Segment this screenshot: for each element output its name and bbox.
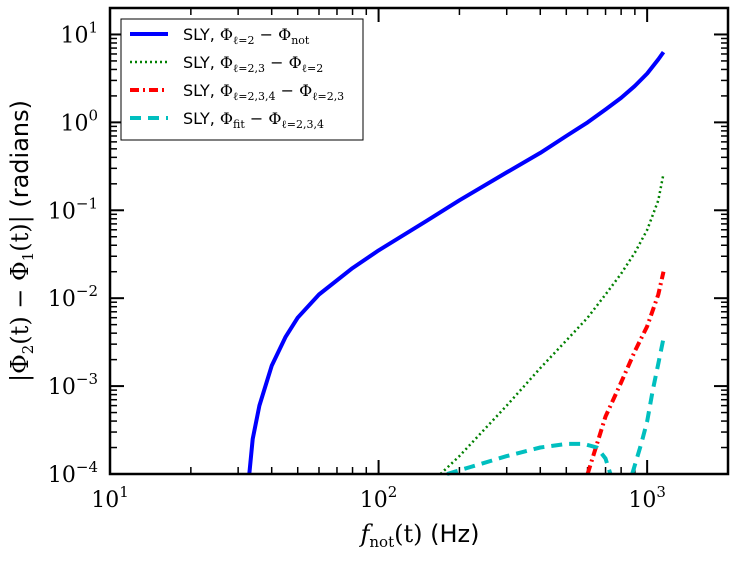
legend-entry-0: SLY, Φℓ=2 − Φnot (183, 25, 310, 47)
x-axis-title: fnot(t) (Hz) (359, 520, 480, 551)
x-tick-label: 102 (360, 483, 398, 513)
series-line-2 (585, 271, 666, 475)
y-tick-label: 10−1 (48, 194, 98, 224)
series-line-3 (446, 441, 613, 476)
y-tick-label-exp: 0 (88, 106, 98, 124)
legend-entry-minus: − (276, 81, 300, 100)
x-tick-labels: 101 102 103 (91, 483, 666, 513)
y-tick-label: 101 (60, 18, 98, 48)
x-tick-label: 101 (91, 483, 129, 513)
y-axis-title-sub1: 2 (19, 345, 37, 355)
legend-entry-phi2: Φ (289, 53, 302, 72)
y-axis-title-c: (t)| (6, 215, 35, 251)
series-lines (247, 50, 666, 476)
legend-entry-3: SLY, Φfit − Φℓ=2,3,4 (183, 109, 324, 131)
legend-entry-phi2: Φ (268, 109, 281, 128)
y-tick-label-exp: −1 (76, 194, 98, 212)
legend-entry-sub2: ℓ=2 (302, 62, 323, 75)
legend-entry-phi2: Φ (278, 25, 291, 44)
legend-entry-phi2: Φ (299, 81, 312, 100)
y-tick-label-base: 10 (48, 287, 76, 312)
y-tick-label-exp: −4 (76, 458, 98, 476)
y-tick-label-exp: 1 (88, 18, 98, 36)
legend-box (120, 18, 364, 141)
y-tick-label-base: 10 (48, 199, 76, 224)
legend-entry-minus: − (255, 25, 279, 44)
x-tick-label-base: 10 (628, 488, 656, 513)
series-line-1 (439, 173, 665, 475)
x-axis-title-unit: (Hz) (423, 520, 480, 548)
x-tick-label-base: 10 (360, 488, 388, 513)
legend-entry-sub2: ℓ=2,3,4 (281, 118, 323, 131)
y-tick-label: 100 (60, 106, 98, 136)
legend-swatches (130, 32, 168, 120)
x-axis-title-sub: not (369, 533, 394, 551)
legend-entry-prefix: SLY, (183, 109, 220, 128)
legend-entry-sub: ℓ=2 (233, 34, 254, 47)
y-axis-title-b: (t) − Φ (6, 261, 34, 344)
x-tick-label-base: 10 (91, 488, 119, 513)
legend-entry-prefix: SLY, (183, 25, 220, 44)
y-tick-label-base: 10 (60, 23, 88, 48)
series-line-3 (630, 337, 666, 475)
y-axis-title: |Φ2(t) − Φ1(t)| (radians) (6, 100, 37, 382)
legend-entry-prefix: SLY, (183, 53, 220, 72)
legend-entry-sub: fit (233, 118, 245, 131)
y-axis-title-a: |Φ (6, 354, 35, 382)
legend-entry-phi: Φ (220, 109, 233, 128)
y-tick-label-exp: −3 (76, 370, 98, 388)
x-tick-label-exp: 3 (656, 483, 666, 501)
y-tick-label: 10−4 (48, 458, 98, 488)
legend-entry-sub2: ℓ=2,3 (312, 90, 344, 103)
legend-entry-sub: ℓ=2,3 (233, 62, 265, 75)
y-tick-label: 10−2 (48, 282, 98, 312)
plot-frame (108, 6, 730, 476)
legend: SLY, Φℓ=2 − Φnot SLY, Φℓ=2,3 − Φℓ=2 SLY,… (120, 18, 364, 141)
y-axis-title-sub2: 1 (19, 252, 37, 262)
y-tick-label-base: 10 (48, 463, 76, 488)
legend-entry-phi: Φ (220, 25, 233, 44)
legend-entry-1: SLY, Φℓ=2,3 − Φℓ=2 (183, 53, 323, 75)
legend-entry-sub2: not (291, 34, 310, 47)
legend-entry-minus: − (245, 109, 269, 128)
y-axis-title-unit: (radians) (6, 100, 34, 215)
x-tick-label-exp: 1 (119, 483, 129, 501)
y-tick-label-exp: −2 (76, 282, 98, 300)
legend-entry-prefix: SLY, (183, 81, 220, 100)
x-axis-title-paren: (t) (394, 520, 422, 548)
y-tick-label: 10−3 (48, 370, 98, 400)
legend-entry-sub: ℓ=2,3,4 (233, 90, 275, 103)
x-tick-label-exp: 2 (388, 483, 398, 501)
legend-entry-phi: Φ (220, 81, 233, 100)
legend-entry-2: SLY, Φℓ=2,3,4 − Φℓ=2,3 (183, 81, 344, 103)
x-tick-label: 103 (628, 483, 666, 513)
y-tick-label-base: 10 (60, 111, 88, 136)
legend-entry-phi: Φ (220, 53, 233, 72)
series-line-0 (247, 50, 666, 475)
y-tick-label-base: 10 (48, 375, 76, 400)
legend-entry-minus: − (265, 53, 289, 72)
